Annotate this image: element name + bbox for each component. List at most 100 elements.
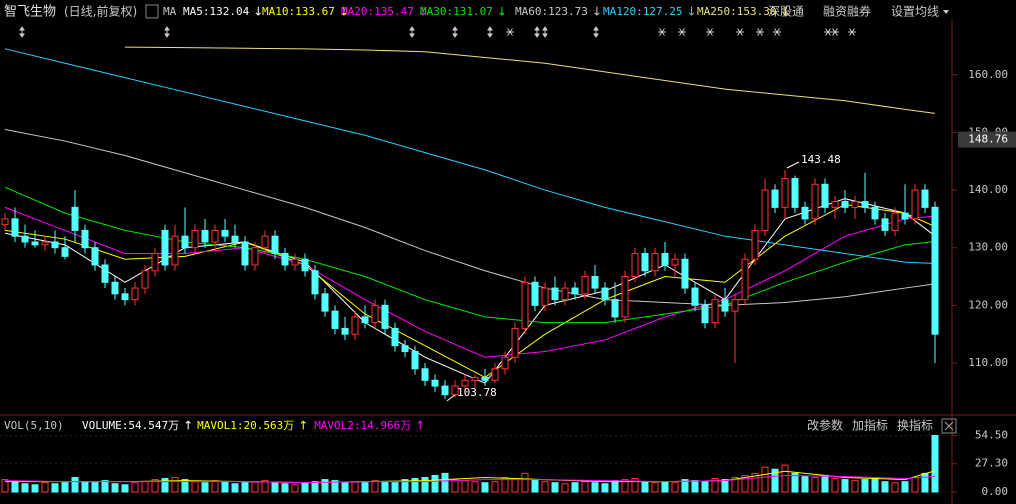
- legend-arrow: ↓: [253, 5, 263, 19]
- candle-body: [601, 287, 609, 301]
- candle-body: [241, 241, 249, 266]
- candle-body: [911, 189, 919, 220]
- volume-bar: [571, 482, 579, 493]
- candle-body: [291, 258, 299, 266]
- candle-body: [541, 287, 549, 306]
- legend-item: MA250:153.30: [697, 5, 776, 18]
- ma-line: [124, 46, 936, 114]
- volume-bar: [431, 474, 439, 493]
- candle-body: [251, 247, 259, 266]
- volume-bar: [151, 479, 159, 493]
- volume-bar: [211, 480, 219, 493]
- volume-bar: [441, 472, 449, 493]
- volume-bar: [61, 482, 69, 493]
- volume-bar: [751, 472, 759, 493]
- menu-item[interactable]: 深股通: [768, 5, 804, 19]
- candle-body: [201, 229, 209, 243]
- candle-body: [261, 235, 269, 249]
- close-box[interactable]: [941, 418, 957, 434]
- volume-bar: [81, 481, 89, 493]
- y-tick-label: 140.00: [968, 183, 1008, 196]
- candle-body: [591, 276, 599, 289]
- volume-bar: [181, 479, 189, 493]
- ma-line: [4, 48, 936, 265]
- legend-arrow: ↓: [497, 5, 507, 19]
- star-marker: [678, 28, 686, 36]
- volume-bar: [381, 481, 389, 493]
- volume-bar: [71, 477, 79, 493]
- legend-item: MA120:127.25: [603, 5, 682, 18]
- close-x: [944, 421, 954, 431]
- menu-item[interactable]: 融资融券: [823, 4, 871, 19]
- candle-body: [471, 376, 479, 381]
- volume-bar: [511, 478, 519, 493]
- candle-body: [811, 183, 819, 220]
- volume-bar: [231, 483, 239, 493]
- candle-body: [91, 247, 99, 266]
- candle-body: [581, 276, 589, 295]
- volume-bar: [241, 482, 249, 493]
- volume-bar: [201, 482, 209, 493]
- volume-bar: [491, 481, 499, 493]
- dropdown-arrow: [943, 10, 949, 14]
- candle-body: [771, 189, 779, 208]
- candle-body: [271, 235, 279, 254]
- button[interactable]: 改参数: [807, 418, 843, 433]
- candle-body: [871, 206, 879, 220]
- volume-bar: [411, 478, 419, 493]
- legend-item: MA60:123.73: [515, 5, 588, 18]
- high-label: 143.48: [801, 153, 841, 166]
- candle-body: [781, 178, 789, 208]
- legend-arrow: ↓: [339, 5, 349, 19]
- ma-button[interactable]: MA: [163, 5, 177, 18]
- candle-body: [721, 299, 729, 312]
- candle-body: [411, 350, 419, 370]
- legend-item: MA20:135.47: [341, 5, 414, 18]
- candle-body: [461, 379, 469, 387]
- volume-bar: [881, 481, 889, 493]
- volume-bar: [171, 477, 179, 493]
- volume-bar: [651, 482, 659, 493]
- button[interactable]: 换指标: [897, 418, 933, 433]
- candle-body: [331, 310, 339, 329]
- volume-bar: [41, 482, 49, 493]
- candle-body: [711, 299, 719, 324]
- candle-body: [111, 281, 119, 295]
- volume-bar: [21, 483, 29, 493]
- close-button[interactable]: [941, 418, 957, 434]
- menu-item[interactable]: 设置均线: [891, 5, 939, 19]
- candle-body: [431, 379, 439, 387]
- candle-body: [861, 201, 869, 208]
- y-tick-label: 160.00: [968, 68, 1008, 81]
- volume-bar: [471, 481, 479, 493]
- candle-body: [531, 281, 539, 306]
- legend-arrow: ↑: [298, 419, 308, 433]
- button[interactable]: 加指标: [852, 418, 888, 433]
- volume-bar: [351, 481, 359, 493]
- candle-body: [281, 252, 289, 266]
- candle-body: [21, 235, 29, 243]
- volume-bar: [591, 482, 599, 493]
- legend-item: MAVOL2:14.966万: [314, 419, 411, 432]
- volume-bar: [721, 479, 729, 493]
- candle-body: [161, 229, 169, 266]
- volume-bar: [331, 480, 339, 493]
- volume-bar: [901, 481, 909, 493]
- candle-body: [841, 201, 849, 208]
- star-marker: [756, 28, 764, 36]
- legend-arrow: ↓: [418, 5, 428, 19]
- candle-body: [551, 287, 559, 301]
- volume-label: VOLUME:54.547万: [82, 419, 179, 432]
- candle-body: [931, 206, 939, 335]
- volume-bar: [501, 477, 509, 493]
- help-box[interactable]: [145, 4, 159, 19]
- y-tick-label: 130.00: [968, 241, 1008, 254]
- volume-bar: [641, 481, 649, 493]
- y-tick-label: 54.50: [975, 429, 1008, 442]
- volume-bar: [91, 482, 99, 493]
- candle-body: [501, 356, 509, 370]
- legend-arrow: ↑: [415, 419, 425, 433]
- y-tick-label: 27.30: [975, 457, 1008, 470]
- volume-bar: [401, 479, 409, 493]
- current-price-box: [958, 131, 1016, 148]
